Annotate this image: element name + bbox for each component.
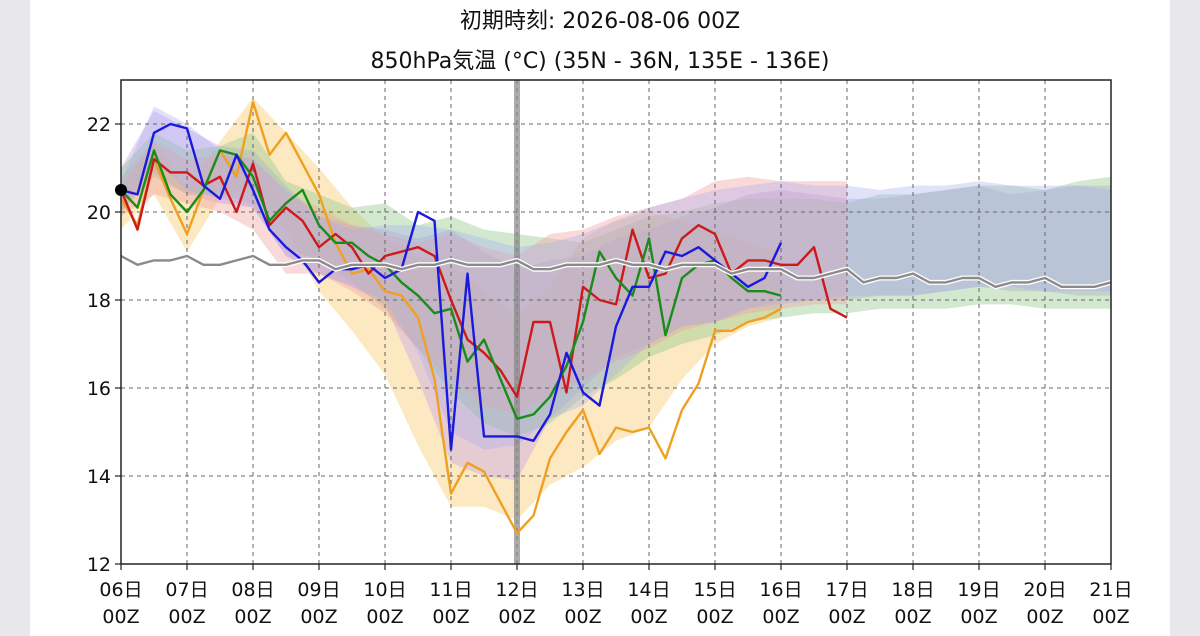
- x-tick-label-day-09日: 09日: [297, 579, 340, 601]
- y-tick-label-16: 16: [87, 378, 111, 400]
- x-tick-label-hour-15日: 00Z: [696, 606, 733, 628]
- chart-subtitle: 850hPa気温 (°C) (35N - 36N, 135E - 136E): [371, 49, 830, 74]
- spread-band-3: [121, 141, 847, 415]
- x-tick-label-day-15日: 15日: [693, 579, 736, 601]
- chart-frame: 初期時刻: 2026-08-06 00Z 850hPa気温 (°C) (35N …: [30, 0, 1170, 636]
- chart-svg: 初期時刻: 2026-08-06 00Z 850hPa気温 (°C) (35N …: [87, 9, 1133, 628]
- series-line-1: [119, 157, 848, 398]
- current-time-marker: [514, 80, 520, 564]
- x-tick-label-day-19日: 19日: [957, 579, 1000, 601]
- x-tick-label-hour-09日: 00Z: [300, 606, 337, 628]
- x-tick-label-day-17日: 17日: [825, 579, 868, 601]
- x-tick-label-hour-19日: 00Z: [960, 606, 997, 628]
- series-line-3: [120, 122, 783, 451]
- x-tick-label-hour-14日: 00Z: [630, 606, 667, 628]
- x-tick-label-hour-18日: 00Z: [894, 606, 931, 628]
- y-tick-label-20: 20: [87, 202, 111, 224]
- x-tick-label-day-08日: 08日: [231, 579, 274, 601]
- chart-title: 初期時刻: 2026-08-06 00Z: [460, 9, 740, 34]
- x-tick-label-hour-11日: 00Z: [432, 606, 469, 628]
- x-tick-label-hour-20日: 00Z: [1026, 606, 1063, 628]
- x-tick-label-hour-07日: 00Z: [168, 606, 205, 628]
- x-tick-label-day-20日: 20日: [1023, 579, 1066, 601]
- x-tick-label-hour-10日: 00Z: [366, 606, 403, 628]
- series-line-2: [120, 149, 782, 420]
- y-tick-label-14: 14: [87, 466, 111, 488]
- x-tick-label-day-12日: 12日: [495, 579, 538, 601]
- y-tick-label-18: 18: [87, 290, 111, 312]
- initial-point-marker: [115, 184, 127, 196]
- spread-band-2: [121, 132, 1111, 437]
- x-tick-label-hour-21日: 00Z: [1092, 606, 1129, 628]
- y-tick-label-12: 12: [87, 554, 111, 576]
- plot-background: [121, 80, 1111, 564]
- x-tick-label-day-18日: 18日: [891, 579, 934, 601]
- y-tick-label-22: 22: [87, 114, 111, 136]
- spread-band-1: [121, 110, 1111, 481]
- x-tick-label-hour-17日: 00Z: [828, 606, 865, 628]
- x-tick-label-day-21日: 21日: [1089, 579, 1132, 601]
- plot-frame: [120, 79, 1112, 565]
- x-tick-label-day-10日: 10日: [363, 579, 406, 601]
- series-line-4: [120, 254, 1112, 288]
- x-tick-label-day-11日: 11日: [429, 579, 472, 601]
- x-tick-label-hour-12日: 00Z: [498, 606, 535, 628]
- x-tick-label-hour-13日: 00Z: [564, 606, 601, 628]
- x-tick-label-day-06日: 06日: [99, 579, 142, 601]
- x-tick-label-day-14日: 14日: [627, 579, 670, 601]
- x-tick-label-day-13日: 13日: [561, 579, 604, 601]
- x-tick-label-day-16日: 16日: [759, 579, 802, 601]
- x-tick-label-hour-08日: 00Z: [234, 606, 271, 628]
- x-tick-label-hour-16日: 00Z: [762, 606, 799, 628]
- x-tick-label-hour-06日: 00Z: [102, 606, 139, 628]
- plot-area: 12 14 16 18 20 22 06日 00Z 07日 00Z 08日 00Z 09日 00Z 10日 0…: [87, 79, 1133, 628]
- x-tick-label-day-07日: 07日: [165, 579, 208, 601]
